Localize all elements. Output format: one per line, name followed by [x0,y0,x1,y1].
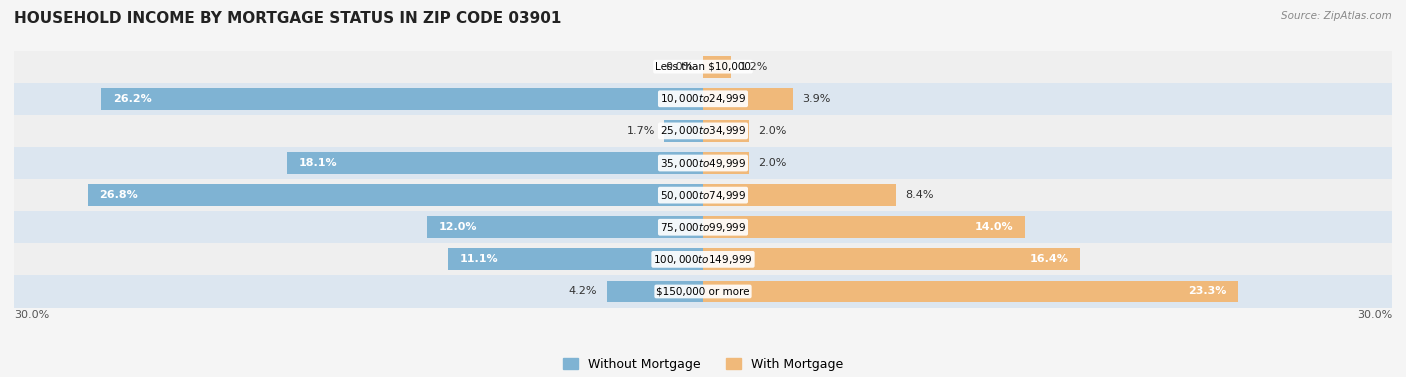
Bar [14,147,1392,179]
Bar [14,276,1392,308]
Text: 18.1%: 18.1% [299,158,337,168]
Text: 1.7%: 1.7% [627,126,655,136]
Text: Source: ZipAtlas.com: Source: ZipAtlas.com [1281,11,1392,21]
Text: 16.4%: 16.4% [1029,254,1069,264]
Text: $50,000 to $74,999: $50,000 to $74,999 [659,188,747,202]
Text: 8.4%: 8.4% [905,190,934,200]
Text: 11.1%: 11.1% [460,254,498,264]
Bar [14,51,1392,83]
Bar [14,211,1392,243]
Text: $35,000 to $49,999: $35,000 to $49,999 [659,156,747,170]
Text: 30.0%: 30.0% [14,310,49,320]
Bar [14,179,1392,211]
Bar [664,120,703,142]
Bar [427,216,703,238]
Text: $25,000 to $34,999: $25,000 to $34,999 [659,124,747,137]
Bar [14,83,1392,115]
Text: 12.0%: 12.0% [439,222,478,232]
Bar [703,248,1080,270]
Bar [449,248,703,270]
Text: 4.2%: 4.2% [569,287,598,296]
Bar [703,280,1239,302]
Text: $150,000 or more: $150,000 or more [657,287,749,296]
Bar [87,184,703,206]
Text: Less than $10,000: Less than $10,000 [655,62,751,72]
Bar [703,216,1025,238]
Bar [703,184,896,206]
Bar [101,88,703,110]
Text: 1.2%: 1.2% [740,62,768,72]
Bar [703,56,731,78]
Text: $75,000 to $99,999: $75,000 to $99,999 [659,221,747,234]
Text: 14.0%: 14.0% [974,222,1012,232]
Text: $10,000 to $24,999: $10,000 to $24,999 [659,92,747,105]
Bar [703,88,793,110]
Bar [14,243,1392,276]
Text: 26.2%: 26.2% [112,94,152,104]
Bar [606,280,703,302]
Bar [703,152,749,174]
Text: 23.3%: 23.3% [1188,287,1226,296]
Text: 26.8%: 26.8% [98,190,138,200]
Bar [14,115,1392,147]
Bar [287,152,703,174]
Text: 30.0%: 30.0% [1357,310,1392,320]
Legend: Without Mortgage, With Mortgage: Without Mortgage, With Mortgage [558,353,848,376]
Text: 3.9%: 3.9% [801,94,830,104]
Bar [703,120,749,142]
Text: HOUSEHOLD INCOME BY MORTGAGE STATUS IN ZIP CODE 03901: HOUSEHOLD INCOME BY MORTGAGE STATUS IN Z… [14,11,561,26]
Text: $100,000 to $149,999: $100,000 to $149,999 [654,253,752,266]
Text: 0.0%: 0.0% [665,62,693,72]
Text: 2.0%: 2.0% [758,126,786,136]
Text: 2.0%: 2.0% [758,158,786,168]
